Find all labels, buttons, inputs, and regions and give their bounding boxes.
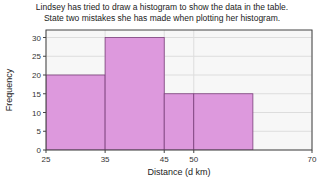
y-tick-label: 10 bbox=[32, 109, 41, 118]
x-tick-label: 25 bbox=[42, 155, 51, 164]
y-tick bbox=[43, 131, 46, 132]
y-tick-label: 30 bbox=[32, 34, 41, 43]
title: Lindsey has tried to draw a histogram to… bbox=[36, 2, 288, 12]
x-tick-label: 70 bbox=[308, 155, 317, 164]
grid-line-y bbox=[46, 37, 312, 38]
x-tick bbox=[105, 150, 106, 153]
y-tick-label: 20 bbox=[32, 71, 41, 80]
x-tick-label: 45 bbox=[160, 155, 169, 164]
y-axis-label: Frequency bbox=[4, 68, 14, 111]
y-tick-label: 15 bbox=[32, 90, 41, 99]
y-tick bbox=[43, 56, 46, 57]
subtitle: State two mistakes she has made when plo… bbox=[44, 13, 280, 23]
y-tick bbox=[43, 93, 46, 94]
grid-line-y bbox=[46, 56, 312, 57]
x-tick bbox=[312, 150, 313, 153]
chart-svg: Lindsey has tried to draw a histogram to… bbox=[0, 0, 324, 184]
histogram-bar bbox=[164, 94, 194, 150]
x-tick bbox=[164, 150, 165, 153]
y-tick-label: 0 bbox=[37, 146, 42, 155]
bars bbox=[46, 38, 253, 151]
histogram-bar bbox=[194, 94, 253, 150]
x-tick-label: 35 bbox=[101, 155, 110, 164]
y-tick-label: 25 bbox=[32, 52, 41, 61]
chart-container: Lindsey has tried to draw a histogram to… bbox=[0, 0, 324, 184]
x-axis-label: Distance (d km) bbox=[147, 167, 210, 177]
plot-frame bbox=[46, 30, 312, 150]
plot-background bbox=[46, 30, 312, 150]
x-tick bbox=[46, 150, 47, 153]
x-tick bbox=[193, 150, 194, 153]
y-tick-label: 5 bbox=[37, 127, 42, 136]
y-tick bbox=[43, 75, 46, 76]
histogram-bar bbox=[105, 38, 164, 151]
y-tick bbox=[43, 37, 46, 38]
histogram-bar bbox=[46, 75, 105, 150]
y-tick bbox=[43, 112, 46, 113]
x-tick-label: 50 bbox=[189, 155, 198, 164]
